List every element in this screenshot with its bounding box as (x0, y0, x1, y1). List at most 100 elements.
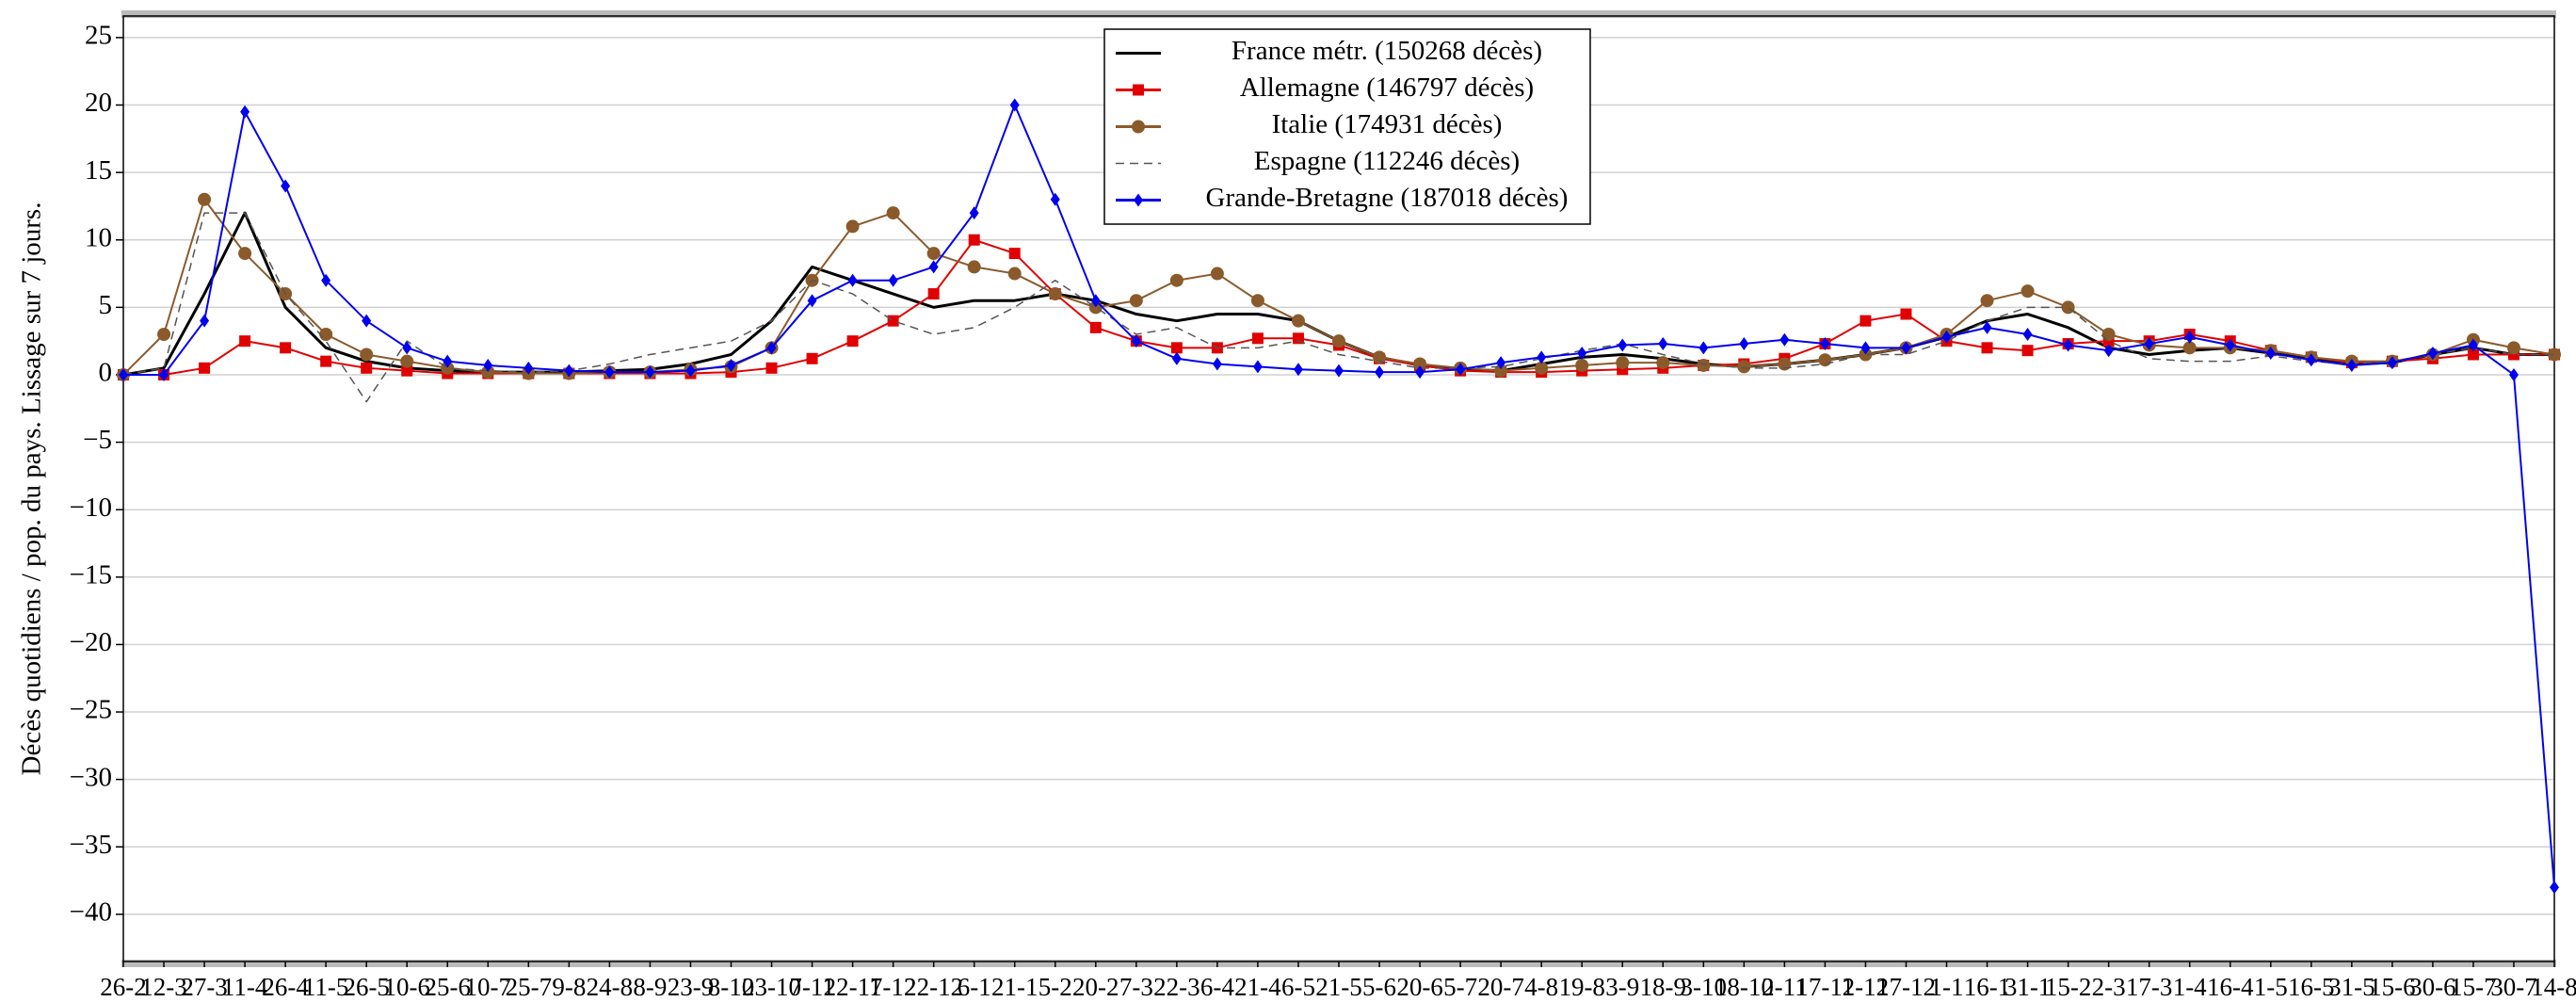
x-tick-label: 5-7 (1443, 973, 1477, 1001)
marker (1618, 338, 1628, 352)
x-tick-label: 18-9 (1640, 973, 1687, 1001)
x-tick-label: 26-5 (343, 973, 390, 1001)
x-tick-label: 31-1 (2004, 973, 2052, 1001)
x-tick-label: 1-4 (2173, 973, 2207, 1001)
marker (1212, 357, 1222, 371)
marker (199, 362, 211, 374)
y-axis-label: Décès quotidiens / pop. du pays. Lissage… (17, 202, 47, 776)
marker (887, 315, 899, 327)
marker (888, 273, 898, 287)
x-tick-label: 8-9 (633, 973, 667, 1001)
marker (1171, 351, 1182, 365)
marker (1616, 356, 1630, 370)
x-tick-label: 17-11 (1795, 973, 1854, 1001)
marker (928, 260, 939, 274)
marker (483, 358, 493, 372)
marker (361, 362, 373, 374)
x-tick-label: 3-10 (1681, 973, 1728, 1001)
marker (1658, 337, 1668, 351)
marker (1980, 294, 1994, 308)
marker (1981, 342, 1993, 354)
marker (1415, 365, 1425, 380)
marker (2021, 345, 2034, 357)
legend-box (1103, 28, 1591, 225)
y-tick-label: −5 (83, 425, 112, 455)
x-tick-label: 22-12 (904, 973, 963, 1001)
plot-frame (122, 15, 2555, 962)
marker (238, 247, 252, 261)
x-tick-label: 6-4 (1200, 973, 1234, 1001)
marker (1089, 321, 1102, 333)
marker (2508, 367, 2519, 381)
x-tick-label: 22-11 (824, 973, 882, 1001)
marker (1332, 334, 1345, 348)
x-tick-label: 21-1 (991, 973, 1038, 1001)
y-tick-label: −30 (70, 762, 112, 792)
marker (1656, 356, 1670, 370)
marker (886, 206, 900, 220)
marker (1575, 358, 1589, 372)
marker (807, 294, 817, 308)
x-tick-label: 4-8 (1524, 973, 1558, 1001)
marker (2022, 328, 2033, 342)
y-tick-label: −35 (70, 830, 112, 860)
marker (765, 362, 778, 374)
marker (968, 234, 980, 246)
marker (1901, 341, 1911, 355)
marker (280, 342, 292, 354)
marker (2550, 881, 2559, 895)
marker (281, 179, 291, 193)
marker (926, 247, 941, 261)
marker (360, 347, 374, 362)
marker (1739, 337, 1749, 351)
marker (969, 206, 979, 220)
frame-bar (121, 10, 2556, 18)
marker (2225, 338, 2235, 352)
legend-label: Allemagne (146797 décès) (1240, 73, 1534, 103)
legend-label: France métr. (150268 décès) (1232, 36, 1542, 66)
x-tick-label: 14-8 (2531, 973, 2576, 1001)
marker (1860, 341, 1871, 355)
marker (401, 364, 413, 377)
marker (198, 192, 212, 206)
marker (1132, 120, 1145, 134)
x-tick-label: 21-5 (1315, 973, 1362, 1001)
x-tick-label: 7-11 (789, 973, 835, 1001)
marker (2506, 341, 2520, 355)
x-tick-label: 6-5 (1281, 973, 1315, 1001)
marker (1008, 248, 1021, 260)
x-tick-label: 27-3 (181, 973, 228, 1001)
x-tick-label: 25-6 (425, 973, 472, 1001)
marker (1009, 98, 1020, 112)
marker (159, 367, 169, 381)
marker (1699, 341, 1709, 355)
marker (847, 273, 858, 287)
marker (1007, 267, 1022, 281)
x-tick-label: 15-2 (2045, 973, 2092, 1001)
marker (441, 361, 455, 375)
x-tick-label: 6-1 (958, 973, 991, 1001)
x-tick-label: 22-3 (1153, 973, 1200, 1001)
marker (319, 328, 333, 342)
legend-label: Espagne (112246 décès) (1254, 146, 1520, 176)
marker (2548, 347, 2561, 362)
x-tick-label: 1-1 (1930, 973, 1964, 1001)
x-tick-label: 15-7 (2450, 973, 2497, 1001)
x-tick-label: 8-10 (708, 973, 755, 1001)
marker (1334, 364, 1344, 378)
marker (200, 314, 210, 328)
marker (1293, 363, 1303, 377)
marker (481, 365, 495, 380)
marker (1210, 267, 1224, 281)
marker (1818, 353, 1832, 367)
marker (1134, 193, 1143, 207)
marker (1456, 363, 1466, 377)
x-tick-label: 26-2 (100, 973, 147, 1001)
marker (1291, 314, 1305, 328)
marker (766, 341, 777, 355)
marker (1577, 347, 1587, 361)
y-tick-label: −15 (70, 559, 112, 590)
x-tick-label: 23-10 (742, 973, 801, 1001)
x-tick-label: 24-8 (587, 973, 634, 1001)
marker (726, 358, 736, 372)
